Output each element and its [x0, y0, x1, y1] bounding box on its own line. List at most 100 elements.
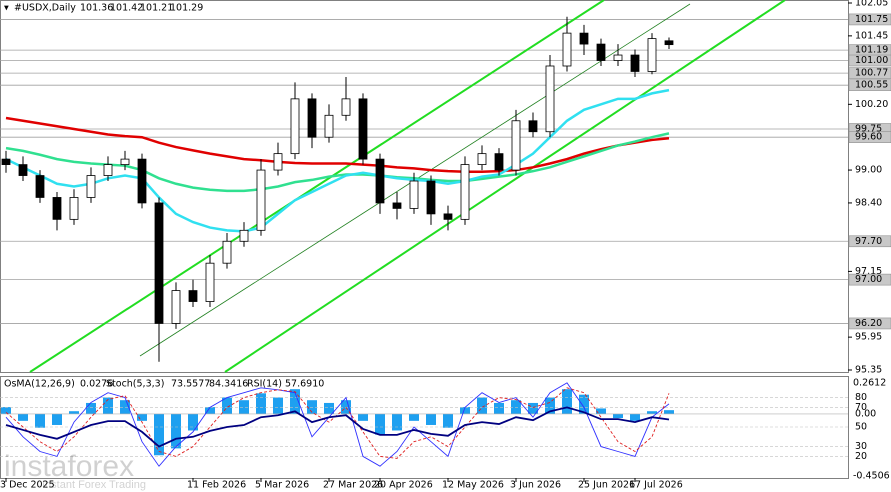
candle-body: [205, 262, 215, 302]
level-label-box: [848, 317, 891, 330]
osma-bar: [562, 389, 572, 414]
osma-bar: [86, 402, 96, 414]
osma-bar: [52, 413, 62, 425]
rsi-value: 57.6910: [285, 379, 324, 390]
candle-body: [290, 98, 300, 155]
osma-bar: [120, 400, 130, 414]
candle-body: [273, 153, 283, 171]
header-close: 101.29: [170, 3, 203, 14]
level-label-box: [848, 67, 891, 79]
osma-limit-label: -0.4506: [853, 471, 890, 482]
y-tick-label: 101.45: [855, 30, 888, 41]
x-tick-label: 27 Mar 2026: [323, 480, 383, 491]
candle-body: [1, 158, 11, 165]
candle-body: [596, 43, 606, 61]
candle-body: [477, 153, 487, 165]
ma-layer: [5, 88, 670, 233]
stoch-main-value: 73.5577: [171, 379, 210, 390]
osma-bar: [545, 397, 555, 414]
osma-bar: [409, 413, 419, 421]
level-label-box: [848, 54, 891, 67]
candle-body: [154, 202, 164, 324]
x-tick-label: 25 Jun 2026: [578, 480, 635, 491]
candle-body: [647, 38, 657, 72]
osma-bar: [460, 407, 470, 414]
candle-body: [137, 158, 147, 204]
candle-body: [664, 40, 674, 46]
osma-bar: [613, 413, 623, 419]
candle-body: [341, 98, 351, 116]
osma-bar: [205, 407, 215, 414]
level-label: 97.70: [855, 236, 882, 247]
candle-body: [630, 54, 640, 72]
candle-body: [103, 164, 113, 176]
candle-body: [494, 153, 504, 171]
x-tick-label: 12 May 2026: [442, 480, 504, 491]
candle-body: [545, 65, 555, 133]
osma-bar: [35, 413, 45, 428]
indicator-panel-frame: [0, 376, 849, 479]
osma-bar: [222, 397, 232, 414]
candle-body: [562, 32, 572, 67]
osma-bar: [358, 413, 368, 421]
moving-average: [5, 132, 670, 193]
levels-layer: [0, 19, 848, 324]
chart-title: #USDX,Daily: [14, 3, 76, 14]
candle-body: [307, 98, 317, 138]
candle-body: [256, 169, 266, 231]
level-label-box: [848, 273, 891, 286]
osma-bar: [375, 413, 385, 435]
candle-body: [69, 197, 79, 220]
header-arrow: ▾: [4, 3, 9, 14]
candle-body: [358, 98, 368, 160]
candle-body: [86, 175, 96, 198]
y-tick-label: 95.95: [855, 332, 882, 343]
osma-bar: [596, 408, 606, 414]
osma-bar: [392, 413, 402, 431]
candle-body: [613, 54, 623, 61]
osma-bar: [18, 413, 28, 421]
osma-bar: [69, 411, 79, 414]
rsi-name: RSI(14): [247, 379, 282, 390]
level-label: 99.60: [855, 132, 882, 143]
candles-layer: [1, 16, 674, 362]
y-tick-label: 102.05: [855, 0, 888, 9]
candle-body: [579, 32, 589, 45]
stoch-main-line: [5, 382, 670, 467]
level-label: 101.75: [855, 14, 888, 25]
level-label-box: [848, 235, 891, 248]
osma-bar: [664, 410, 674, 414]
osma-bar: [443, 413, 453, 428]
candle-body: [511, 120, 521, 171]
osc-tick-label: 30: [855, 441, 867, 452]
main-panel-frame: [0, 0, 849, 373]
header-high: 101.42: [110, 3, 143, 14]
osc-tick-label: 20: [855, 451, 867, 462]
osma-bar: [579, 394, 589, 414]
y-tick-label: 98.40: [855, 197, 882, 208]
level-label-box: [848, 13, 891, 26]
candle-body: [188, 290, 198, 302]
candle-body: [324, 114, 334, 138]
y-tick-label: 97.15: [855, 266, 882, 277]
candle-body: [375, 158, 385, 204]
candle-body: [18, 164, 28, 176]
osma-bar: [290, 389, 300, 414]
osc-tick-label: 70: [855, 402, 867, 413]
x-tick-label: 3 Dec 2025: [0, 480, 55, 491]
header-open: 101.36: [80, 3, 113, 14]
watermark-tagline: Instant Forex Trading: [42, 479, 146, 491]
level-label: 97.00: [855, 274, 882, 285]
candle-body: [409, 180, 419, 209]
x-tick-label: 20 Apr 2026: [374, 480, 433, 491]
level-label-box: [848, 79, 891, 91]
osma-bar: [239, 400, 249, 414]
level-label: 96.20: [855, 318, 882, 329]
watermark-brand: instaforex: [4, 450, 134, 483]
osma-bar: [647, 411, 657, 414]
stoch-name: Stoch(5,3,3): [106, 379, 164, 390]
candle-body: [460, 164, 470, 220]
channel-lower: [224, 0, 786, 373]
